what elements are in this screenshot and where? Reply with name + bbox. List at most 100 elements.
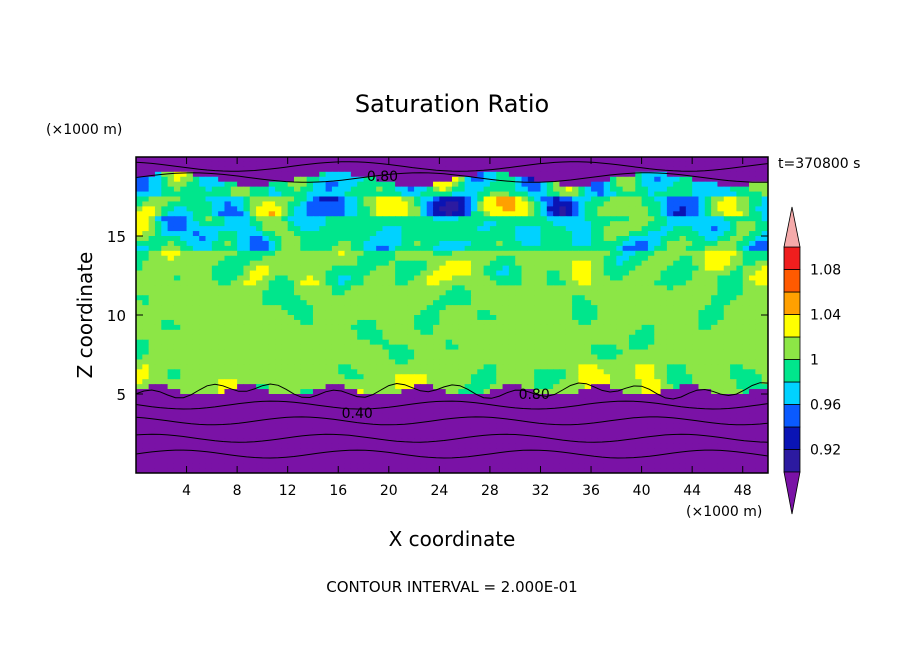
field-cell [161, 374, 169, 380]
field-cell [161, 334, 169, 341]
field-cell [489, 280, 497, 286]
field-cell [148, 290, 156, 296]
field-cell [572, 240, 579, 247]
field-cell [300, 354, 308, 361]
field-cell [470, 319, 478, 326]
field-cell [685, 221, 693, 227]
field-cell [319, 236, 327, 242]
field-cell [325, 250, 333, 257]
field-cell [452, 354, 459, 361]
field-cell [647, 226, 655, 232]
field-cell [540, 285, 548, 291]
field-cell [407, 260, 415, 267]
field-cell [433, 339, 440, 346]
field-cell [742, 275, 750, 282]
field-cell [628, 334, 636, 341]
field-cell [325, 260, 333, 267]
field-cell [312, 285, 320, 291]
field-cell [445, 394, 453, 400]
field-cell [717, 226, 725, 232]
field-cell [464, 319, 472, 326]
field-cell [527, 384, 535, 390]
field-cell [180, 290, 188, 296]
field-cell [565, 157, 573, 163]
field-cell [616, 176, 624, 183]
field-cell [761, 374, 768, 380]
field-cell [173, 166, 181, 173]
field-cell [572, 196, 579, 203]
field-cell [312, 265, 320, 272]
field-cell [414, 186, 421, 193]
field-cell [344, 379, 352, 385]
field-cell [452, 285, 459, 291]
field-cell [496, 166, 504, 173]
field-cell [148, 359, 156, 365]
field-cell [142, 216, 150, 222]
field-cell [502, 166, 510, 173]
field-cell [616, 211, 624, 217]
field-cell [199, 394, 207, 400]
field-cell [376, 226, 384, 232]
field-cell [357, 389, 365, 395]
field-cell [761, 161, 768, 168]
field-cell [660, 161, 668, 168]
field-cell [376, 329, 384, 336]
field-cell [186, 384, 194, 390]
field-cell [742, 221, 750, 227]
field-cell [395, 166, 403, 173]
field-cell [306, 275, 314, 282]
field-cell [717, 250, 725, 257]
field-cell [357, 211, 365, 217]
field-cell [357, 359, 365, 365]
field-cell [610, 166, 617, 173]
field-cell [199, 319, 207, 326]
field-cell [458, 310, 466, 316]
field-cell [338, 384, 346, 390]
field-cell [186, 260, 194, 267]
field-cell [344, 245, 352, 252]
field-cell [730, 315, 737, 321]
field-cell [717, 334, 725, 341]
field-cell [262, 240, 270, 247]
field-cell [565, 221, 573, 227]
field-cell [464, 157, 472, 163]
field-cell [635, 206, 643, 212]
field-cell [546, 171, 554, 178]
field-cell [660, 166, 668, 173]
field-cell [331, 171, 339, 178]
field-cell [603, 329, 611, 336]
field-cell [553, 216, 561, 222]
field-cell [401, 344, 409, 351]
field-cell [673, 310, 681, 316]
field-cell [433, 359, 440, 365]
field-cell [199, 364, 207, 370]
field-cell [243, 384, 251, 390]
field-cell [521, 231, 529, 237]
field-cell [376, 157, 384, 163]
field-cell [312, 236, 320, 242]
field-cell [489, 374, 497, 380]
field-cell [635, 349, 643, 356]
field-cell [584, 310, 592, 316]
field-cell [723, 379, 731, 385]
field-cell [559, 216, 567, 222]
field-cell [610, 226, 617, 232]
field-cell [167, 236, 175, 242]
field-cell [477, 240, 485, 247]
field-cell [477, 295, 485, 301]
field-cell [256, 245, 263, 252]
field-cell [350, 240, 358, 247]
field-cell [679, 236, 687, 242]
field-cell [350, 280, 358, 286]
field-cell [489, 324, 497, 331]
field-cell [749, 265, 756, 272]
field-cell [281, 196, 289, 203]
field-cell [666, 354, 674, 361]
field-cell [717, 196, 725, 203]
field-cell [426, 186, 434, 193]
field-cell [685, 295, 693, 301]
field-cell [401, 379, 409, 385]
field-cell [578, 201, 586, 207]
field-cell [376, 250, 384, 257]
field-cell [458, 315, 466, 321]
